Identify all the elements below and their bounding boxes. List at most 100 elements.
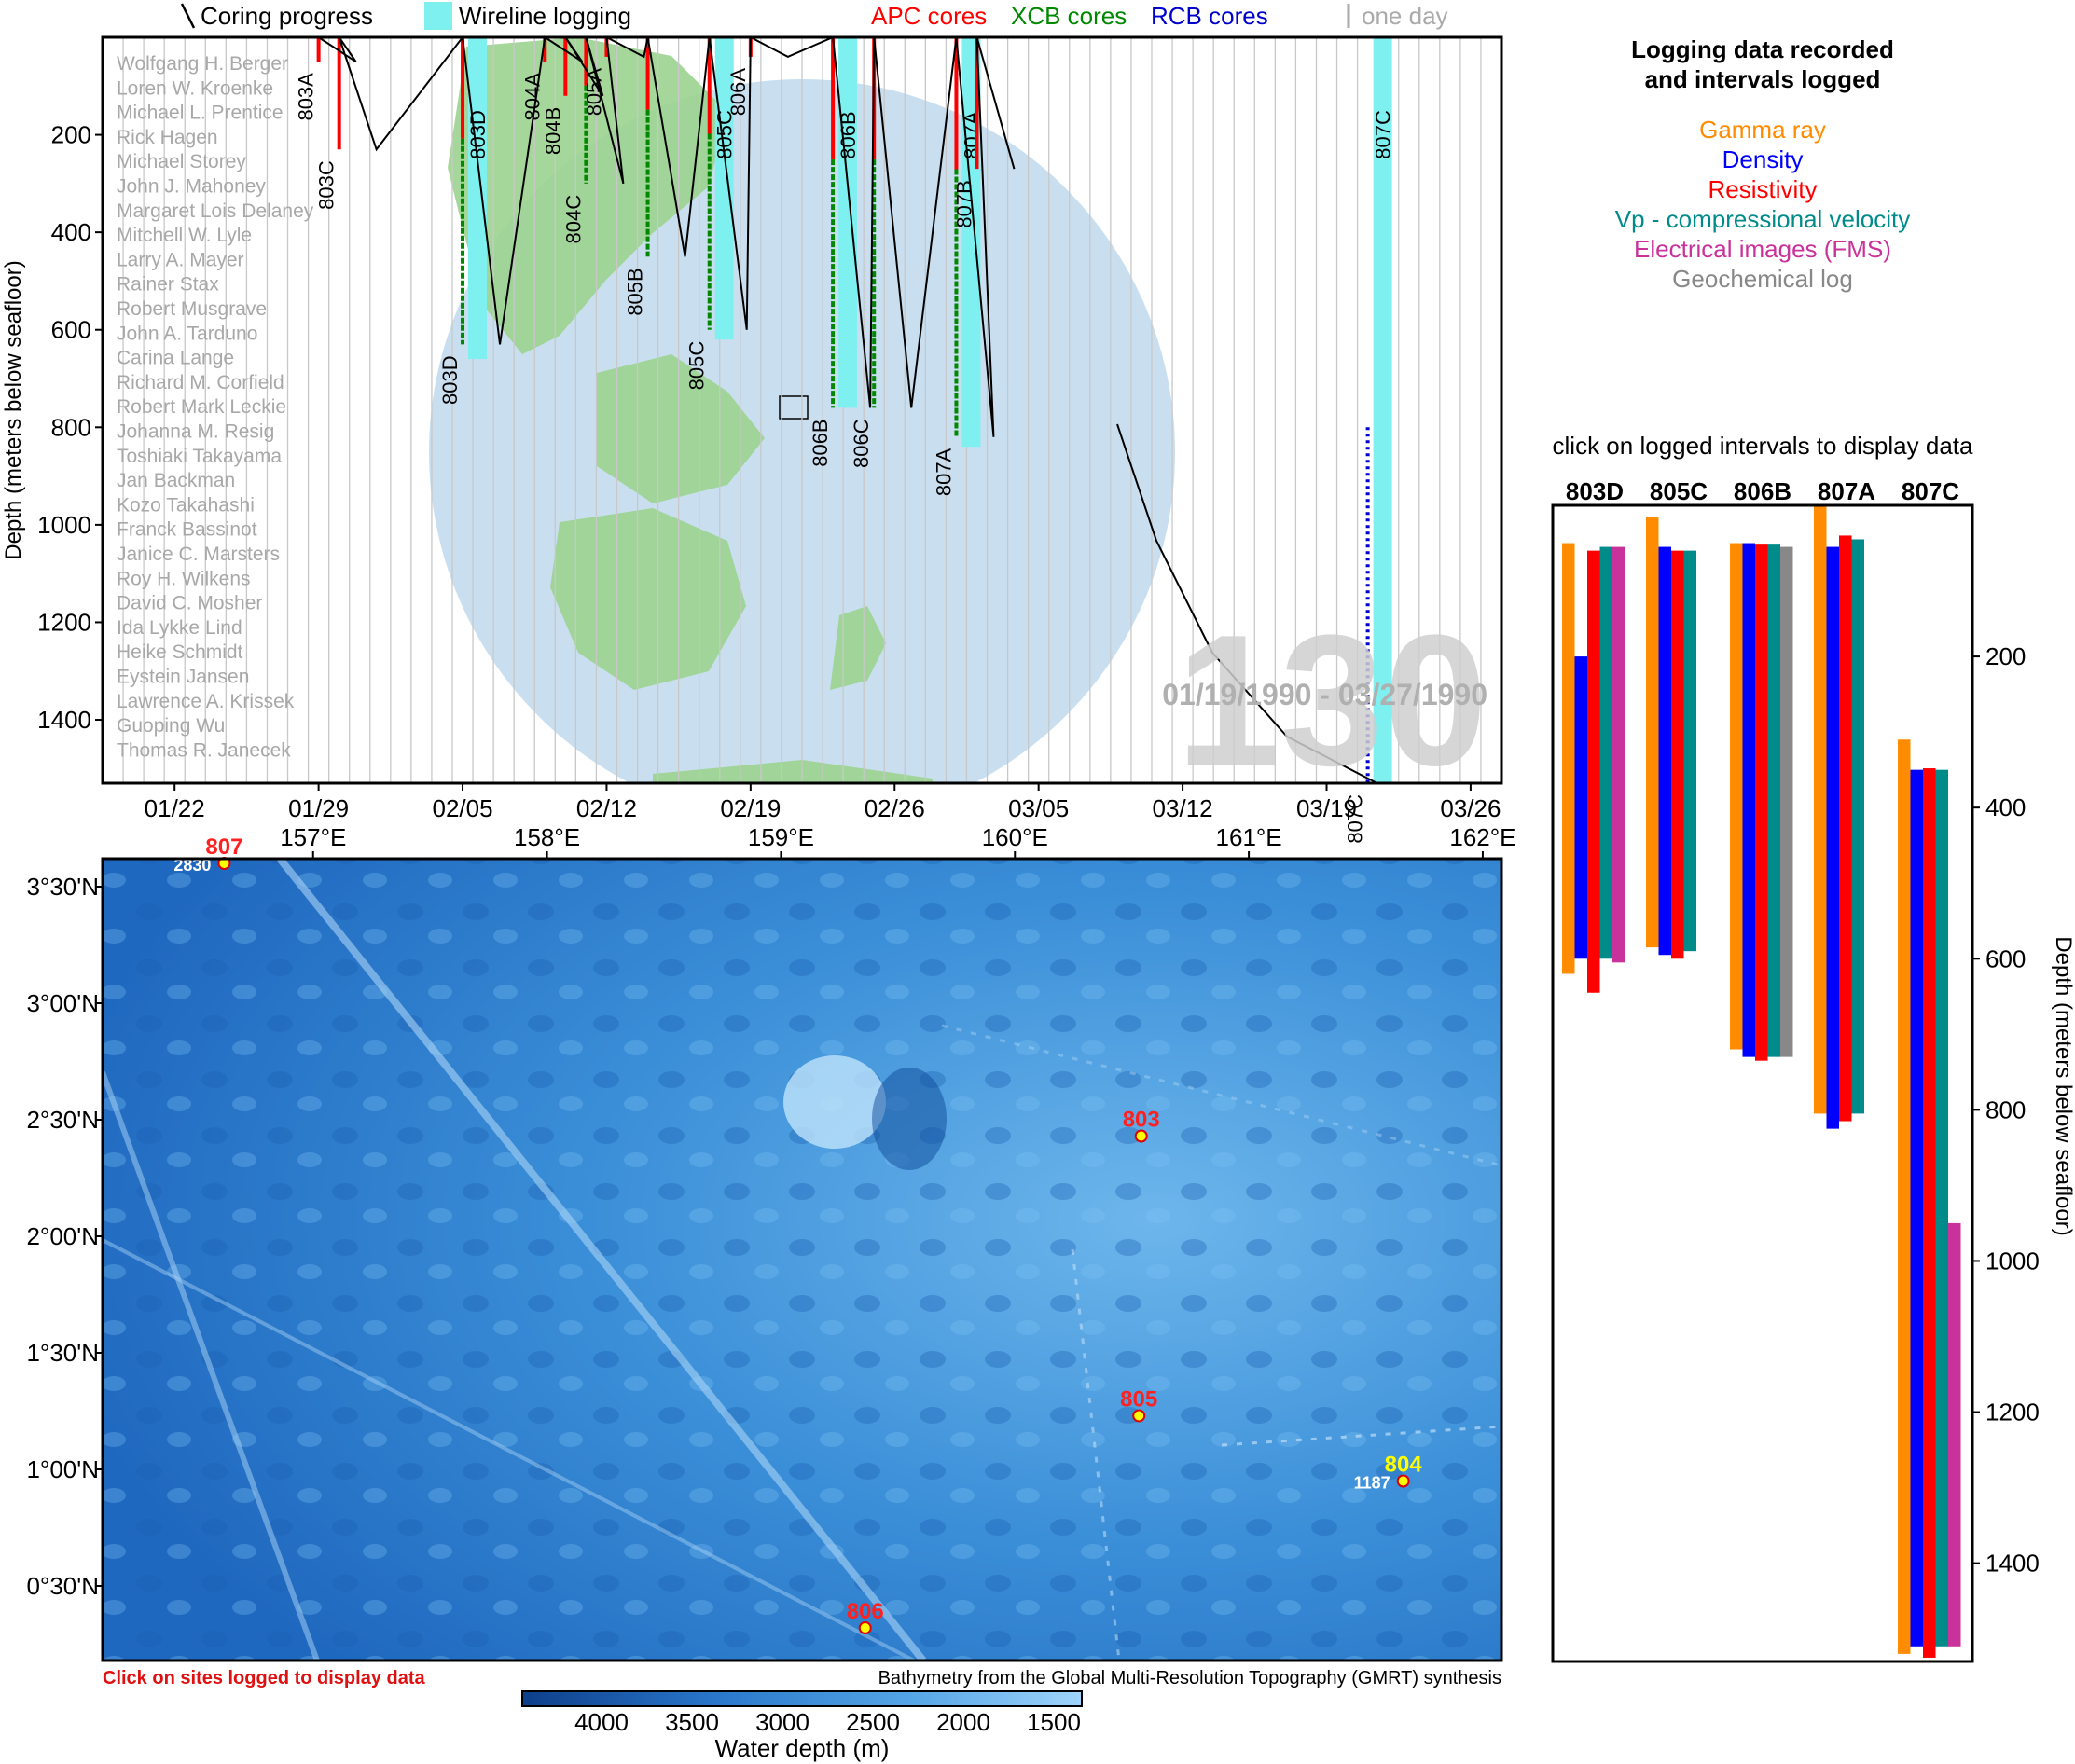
globe-land-nz [830, 606, 886, 690]
scientist-name: Michael L. Prentice [117, 103, 284, 124]
logging-legend-entry: Geochemical log [1672, 265, 1853, 293]
log-interval-803d-fms[interactable] [1612, 546, 1625, 963]
site-label[interactable]: 804 [1385, 1453, 1423, 1478]
y-tick-label: 600 [51, 316, 91, 344]
bathymetry-background [103, 859, 1501, 1661]
scientist-name: Michael Storey [117, 151, 246, 172]
map-credit: Bathymetry from the Global Multi-Resolut… [878, 1668, 1501, 1688]
x-tick-label: 01/22 [145, 794, 205, 822]
log-interval-803d-density[interactable] [1574, 656, 1588, 959]
scientist-name: John A. Tarduno [117, 323, 257, 344]
log-interval-806b-density[interactable] [1742, 543, 1756, 1057]
globe-study-area-box [779, 395, 809, 420]
logging-frame [1551, 503, 1974, 1663]
log-interval-806b-vp[interactable] [1767, 544, 1781, 1057]
lon-tick-label: 160°E [982, 823, 1048, 851]
logging-hole-label: 803D [1566, 477, 1624, 505]
log-interval-805c-gamma[interactable] [1646, 517, 1659, 948]
logging-title-line2: and intervals logged [1645, 65, 1881, 93]
hole-label: 806B [809, 419, 832, 466]
logging-interval-bars[interactable] [1562, 505, 1961, 1658]
x-tick-label: 02/05 [432, 794, 492, 822]
y-tick-label: 1400 [37, 706, 91, 734]
log-interval-805c-vp[interactable] [1683, 550, 1697, 952]
log-interval-807a-vp[interactable] [1851, 539, 1865, 1114]
wireline-label: 807C [1372, 110, 1395, 159]
site-label[interactable]: 803 [1123, 1108, 1160, 1133]
log-interval-803d-vp[interactable] [1599, 546, 1613, 959]
ship-track-5 [1221, 1425, 1501, 1447]
log-interval-806b-resistivity[interactable] [1755, 544, 1768, 1061]
log-interval-807c-density[interactable] [1910, 769, 1924, 1647]
scientist-name: Heike Schmidt [117, 641, 243, 663]
log-interval-807a-density[interactable] [1826, 546, 1840, 1129]
site-805[interactable]: 805 [1120, 1387, 1157, 1423]
map-latitude-axis: 3°30'N 3°00'N 2°30'N 2°00'N 1°30'N 1°00'N 0°30… [26, 873, 103, 1600]
site-marker[interactable] [1132, 1409, 1146, 1423]
x-tick-label: 01/29 [288, 794, 349, 822]
log-interval-805c-resistivity[interactable] [1671, 550, 1684, 959]
lat-tick-label: 1°00'N [26, 1455, 99, 1483]
scientist-name: Eystein Jansen [117, 667, 249, 688]
hole-label: 803D [438, 355, 462, 405]
ship-track-6 [1071, 1248, 1121, 1661]
site-806[interactable]: 806 [847, 1599, 884, 1634]
seamount-highlight [783, 1055, 886, 1149]
map-click-note[interactable]: Click on sites logged to display data [103, 1668, 426, 1688]
timeline-x-axis: 01/22 01/29 02/05 02/12 02/19 02/26 03/05 03/12… [145, 783, 1501, 822]
site-marker[interactable] [858, 1621, 872, 1634]
x-tick-label: 03/19 [1296, 794, 1357, 822]
log-interval-807c-vp[interactable] [1935, 769, 1949, 1647]
colorbar-ticks: 4000 3500 3000 2500 2000 1500 [574, 1708, 1081, 1736]
wireline-bar-806b [838, 37, 858, 408]
log-interval-807c-gamma[interactable] [1898, 739, 1911, 1654]
scientist-name: Rick Hagen [117, 127, 218, 148]
coring-progress-line [318, 34, 1016, 437]
site-label[interactable]: 806 [847, 1599, 884, 1624]
site-marker[interactable] [1134, 1129, 1148, 1143]
x-tick-label: 02/26 [865, 794, 925, 822]
log-interval-803d-gamma[interactable] [1562, 543, 1575, 974]
hole-label: 805C [685, 341, 709, 391]
log-y-tick-label: 1400 [1985, 1550, 2040, 1578]
scientist-name: Ida Lykke Lind [117, 617, 242, 639]
log-interval-806b-gamma[interactable] [1730, 543, 1743, 1050]
scientist-name: Lawrence A. Krissek [117, 691, 295, 712]
lat-tick-label: 3°00'N [26, 989, 99, 1017]
x-tick-label: 03/05 [1008, 794, 1069, 822]
wireline-bar-807c [1373, 37, 1392, 783]
scientist-name: Carina Lange [117, 348, 234, 369]
log-interval-807c-fms[interactable] [1948, 1222, 1961, 1647]
log-interval-807c-resistivity[interactable] [1923, 768, 1936, 1658]
depth-colorbar [521, 1690, 1083, 1707]
log-interval-803d-resistivity[interactable] [1587, 550, 1600, 993]
site-marker[interactable] [1396, 1474, 1410, 1488]
logging-hole-label: 806B [1734, 477, 1791, 505]
hole-label: 803A [295, 73, 318, 121]
scientist-name: Franck Bassinot [117, 519, 257, 541]
hole-label: 803C [315, 160, 339, 210]
logging-y-axis-label: Depth (meters below seafloor) [2051, 936, 2075, 1235]
wireline-label: 806B [837, 111, 860, 158]
scientist-name: Richard M. Corfield [117, 372, 284, 393]
colorbar-tick-label: 2500 [846, 1708, 900, 1736]
scientist-name: Loren W. Kroenke [117, 77, 273, 99]
coring-progress-icon [180, 3, 196, 29]
log-interval-807a-resistivity[interactable] [1839, 535, 1852, 1122]
log-interval-805c-density[interactable] [1658, 546, 1672, 956]
log-interval-806b-geochem[interactable] [1780, 546, 1793, 1057]
log-interval-807a-gamma[interactable] [1814, 505, 1827, 1114]
site-label[interactable]: 805 [1120, 1387, 1157, 1413]
scientist-name: Robert Musgrave [117, 298, 267, 320]
scientist-name: Janice C. Marsters [117, 544, 280, 565]
date-range: 01/19/1990 - 03/27/1990 [1162, 678, 1487, 711]
site-label[interactable]: 807 [205, 834, 242, 860]
site-803[interactable]: 803 [1123, 1108, 1160, 1143]
scientist-name: Robert Mark Leckie [117, 396, 286, 418]
expedition-number: 130 [1176, 597, 1487, 805]
log-y-tick-label: 200 [1985, 642, 2026, 670]
